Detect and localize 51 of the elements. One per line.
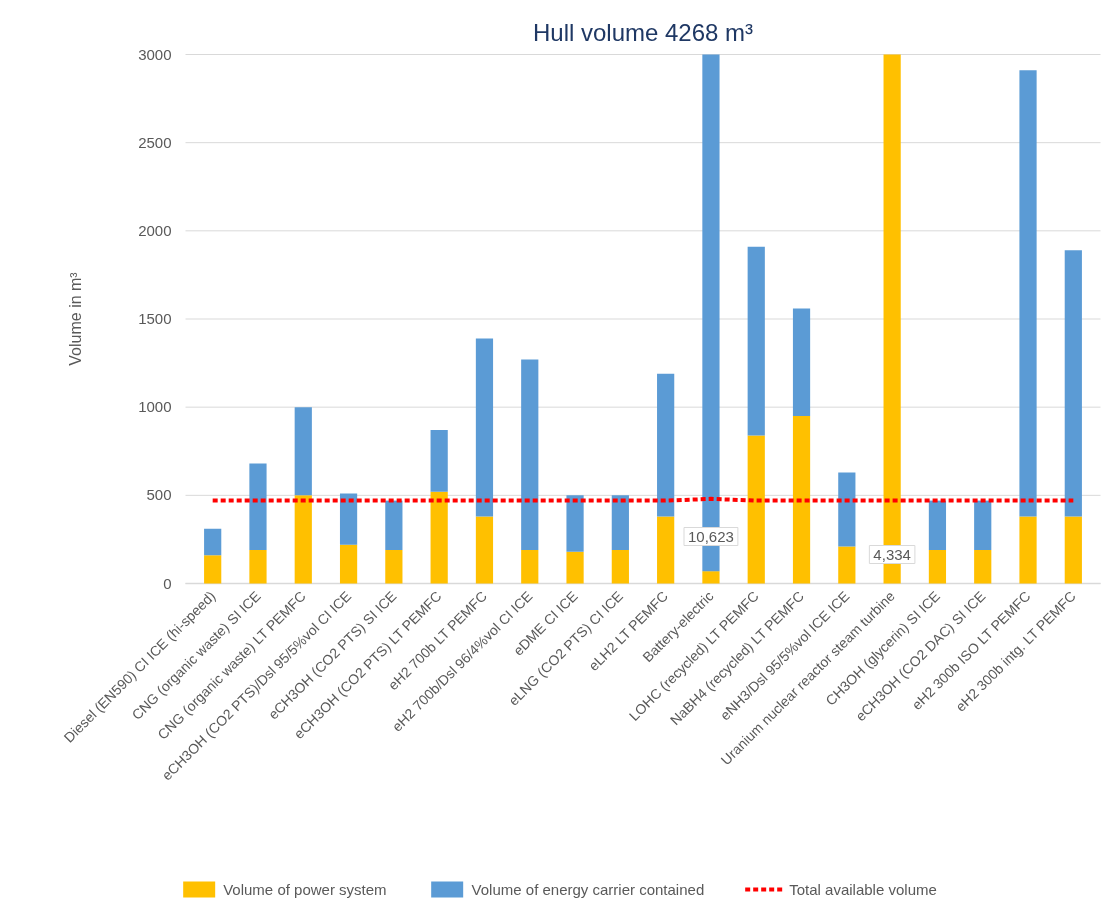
y-tick-label: 2500 [138, 133, 172, 151]
bar [1019, 516, 1037, 584]
y-tick-label: 500 [146, 486, 172, 504]
legend-label: Volume of power system [223, 880, 387, 898]
bar [792, 415, 811, 584]
legend-label: Volume of energy carrier contained [471, 880, 705, 898]
bar [430, 491, 448, 584]
bar [838, 546, 856, 584]
bar [974, 550, 992, 584]
bar [657, 373, 675, 517]
text: Hull volume 4268 m³ [532, 19, 754, 46]
bar [747, 435, 765, 584]
bar [566, 551, 584, 584]
bar [1019, 70, 1037, 517]
bar [974, 500, 992, 550]
bar [294, 407, 312, 496]
bar [702, 571, 720, 584]
bar [928, 500, 947, 550]
y-tick-label: 0 [163, 574, 172, 592]
bar [475, 516, 494, 584]
bar [385, 550, 403, 584]
legend-label: Total available volume [789, 880, 937, 898]
y-tick-label: 2000 [138, 221, 172, 239]
bar [204, 555, 222, 584]
bar [792, 308, 811, 416]
bar [928, 550, 947, 584]
bar [339, 544, 358, 584]
y-axis-title: Volume in m³ [67, 271, 84, 366]
annotation: 10,623 [688, 527, 734, 545]
bar [249, 463, 267, 550]
bar [249, 550, 267, 584]
bar [1064, 250, 1082, 517]
bar [339, 493, 358, 545]
bar [430, 430, 448, 492]
y-tick-label: 1500 [138, 310, 172, 327]
bar [838, 472, 856, 547]
bar [611, 495, 629, 550]
bar [475, 338, 494, 517]
bar [566, 495, 584, 552]
bar [385, 500, 403, 550]
bar [1064, 516, 1082, 584]
y-tick-label: 3000 [138, 45, 172, 63]
annotation: 4,334 [873, 545, 911, 563]
bar [611, 550, 629, 584]
bar [521, 550, 539, 584]
bar [204, 528, 222, 556]
y-tick-label: 1000 [138, 398, 172, 416]
bar [521, 359, 539, 550]
bar [657, 516, 675, 584]
bar [747, 246, 765, 436]
bar [294, 495, 312, 584]
